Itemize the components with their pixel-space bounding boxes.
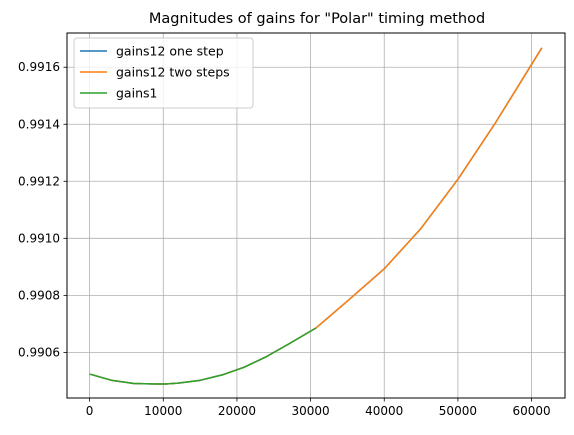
y-tick-label: 0.9916	[18, 60, 60, 74]
x-tick-label: 10000	[144, 404, 182, 418]
legend: gains12 one step gains12 two steps gains1	[73, 37, 254, 109]
x-tick-label: 60000	[512, 404, 550, 418]
legend-label-2: gains1	[116, 86, 157, 101]
plot-frame	[66, 32, 566, 399]
x-tick-label: 40000	[365, 404, 403, 418]
y-tick-label: 0.9910	[18, 231, 60, 245]
y-tick-label: 0.9914	[18, 117, 60, 131]
x-tick-label: 0	[86, 404, 94, 418]
legend-label-0: gains12 one step	[116, 44, 224, 59]
y-tick-label: 0.9912	[18, 174, 60, 188]
x-tick-label: 50000	[439, 404, 477, 418]
chart-title: Magnitudes of gains for "Polar" timing m…	[149, 11, 485, 27]
x-tick-label: 30000	[291, 404, 329, 418]
x-axis: 0 10000 20000 30000 40000 50000 60000	[86, 398, 551, 418]
grid	[67, 33, 565, 398]
series-lines	[89, 47, 543, 385]
x-tick-label: 20000	[218, 404, 256, 418]
series-line-2	[89, 327, 317, 385]
y-tick-label: 0.9908	[18, 288, 60, 302]
legend-label-1: gains12 two steps	[116, 65, 230, 80]
y-axis: 0.9906 0.9908 0.9910 0.9912 0.9914 0.9916	[18, 60, 67, 359]
y-tick-label: 0.9906	[18, 345, 60, 359]
legend-box	[73, 37, 254, 109]
